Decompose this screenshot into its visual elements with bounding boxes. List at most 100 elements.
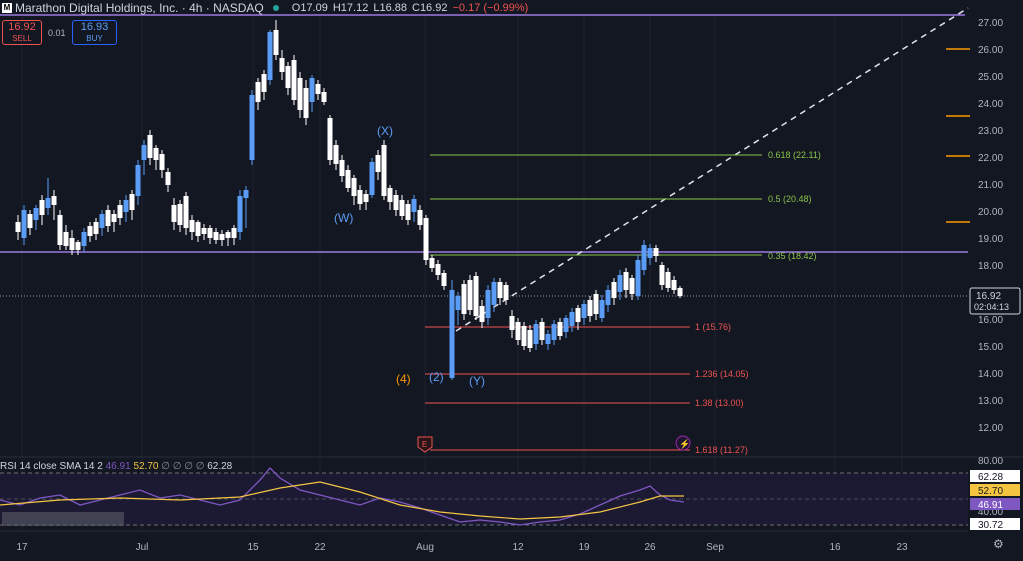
price-axis-markers — [946, 48, 970, 223]
time-tick-label: 23 — [896, 542, 908, 553]
fib-label-1236: 1.236 (14.05) — [695, 369, 749, 379]
candle-body — [189, 220, 195, 232]
candle-body — [461, 284, 467, 314]
fib-label-1618: 1.618 (11.27) — [695, 445, 748, 455]
candle-body — [599, 300, 605, 318]
candle-body — [563, 318, 569, 332]
candle-body — [485, 290, 491, 318]
candle-body — [81, 232, 87, 246]
candle-body — [545, 334, 551, 344]
lightning-icon[interactable]: ⚡ — [675, 435, 691, 451]
current-price-box: 16.92 02:04:13 — [969, 287, 1021, 315]
fib-label-05: 0.5 (20.48) — [768, 194, 812, 204]
candle-body — [261, 74, 267, 92]
candle-body — [515, 322, 521, 340]
candle-body — [237, 196, 243, 232]
fib-label-138: 1.38 (13.00) — [695, 398, 744, 408]
price-tick-label: 25.00 — [978, 72, 1003, 83]
time-tick-label: 15 — [247, 542, 259, 553]
candle-body — [333, 145, 339, 164]
candle-body — [467, 280, 473, 310]
price-tick-label: 18.00 — [978, 261, 1003, 272]
candle-body — [405, 204, 411, 220]
wave-label-4: (4) — [396, 372, 411, 386]
candle-body — [539, 322, 545, 340]
fib-label-035: 0.35 (18.42) — [768, 251, 817, 261]
trend-line-dashed[interactable] — [455, 7, 969, 332]
symbol-title[interactable]: Marathon Digital Holdings, Inc. · 4h · N… — [15, 1, 264, 15]
candle-body — [315, 84, 321, 94]
candle-body — [503, 285, 509, 300]
wave-label-2: (2) — [429, 370, 444, 384]
candle-body — [93, 222, 99, 234]
candle-body — [117, 205, 123, 218]
candle-body — [285, 66, 291, 88]
candle-body — [653, 248, 659, 256]
candle-body — [165, 172, 171, 185]
rsi-line[interactable] — [0, 467, 685, 526]
time-axis[interactable]: 17 Jul 15 22 Aug 12 19 26 Sep 16 23 — [16, 542, 908, 553]
sell-button[interactable]: 16.92 SELL — [2, 20, 42, 45]
price-tick-label: 12.00 — [978, 423, 1003, 434]
candle-body — [647, 248, 653, 258]
price-tick-label: 22.00 — [978, 153, 1003, 164]
candle-body — [527, 330, 533, 348]
candle-body — [509, 316, 515, 330]
candle-body — [297, 78, 303, 110]
candle-body — [411, 199, 417, 212]
candle-body — [575, 308, 581, 322]
svg-text:46.91: 46.91 — [978, 500, 1003, 511]
buy-button[interactable]: 16.93 BUY — [72, 20, 117, 45]
candle-body — [611, 282, 617, 298]
symbol-header[interactable]: M Marathon Digital Holdings, Inc. · 4h ·… — [0, 0, 528, 16]
time-tick-label: Aug — [416, 542, 434, 553]
candle-body — [387, 188, 393, 202]
price-tick-label: 20.00 — [978, 207, 1003, 218]
candle-body — [629, 278, 635, 294]
time-tick-label: 19 — [578, 542, 590, 553]
candle-body — [111, 214, 117, 222]
candle-body — [473, 276, 479, 316]
wave-label-x: (X) — [377, 124, 393, 138]
rsi-sma-line[interactable] — [0, 481, 684, 520]
candle-body — [57, 215, 63, 245]
candlestick-series[interactable] — [15, 20, 683, 380]
price-axis[interactable]: 27.00 26.00 25.00 24.00 23.00 22.00 21.00 20.00… — [978, 18, 1003, 434]
rsi-sma-value: 52.70 — [133, 461, 159, 472]
svg-text:52.70: 52.70 — [978, 486, 1003, 497]
candle-body — [147, 135, 153, 158]
fib-label-0618: 0.618 (22.11) — [768, 150, 821, 160]
candle-body — [569, 312, 575, 326]
candle-body — [15, 222, 21, 232]
rsi-legend[interactable]: RSI 14 close SMA 14 2 46.91 52.70 ∅ ∅ ∅ … — [0, 461, 232, 472]
candle-body — [479, 306, 485, 322]
candle-body — [491, 282, 497, 305]
candle-body — [123, 200, 129, 212]
candle-body — [533, 324, 539, 344]
fib-green-lines[interactable] — [430, 154, 762, 256]
earnings-marker[interactable]: E — [417, 436, 433, 453]
candle-body — [635, 260, 641, 296]
candle-body — [587, 300, 593, 316]
fib-label-1: 1 (15.76) — [695, 322, 731, 332]
candle-body — [51, 196, 57, 205]
time-tick-label: 16 — [829, 542, 841, 553]
candle-body — [551, 324, 557, 340]
candle-body — [351, 178, 357, 196]
candle-body — [69, 238, 75, 250]
svg-text:02:04:13: 02:04:13 — [974, 302, 1009, 312]
candle-body — [393, 195, 399, 210]
rsi-axis-40: 40.00 — [978, 507, 1003, 518]
candle-body — [153, 148, 159, 160]
buy-price: 16.93 — [80, 21, 109, 33]
svg-text:E: E — [422, 440, 427, 449]
gear-icon[interactable]: ⚙ — [993, 537, 1004, 551]
candle-body — [671, 280, 677, 290]
time-tick-label: 17 — [16, 542, 28, 553]
rsi-placeholder-values: ∅ ∅ ∅ ∅ — [161, 461, 205, 472]
rsi-title: RSI 14 close SMA 14 2 — [0, 461, 103, 472]
ohlc-close: C16.92 — [412, 2, 448, 14]
rsi-badge-3: 46.91 — [970, 498, 1020, 511]
candle-body — [243, 190, 249, 198]
